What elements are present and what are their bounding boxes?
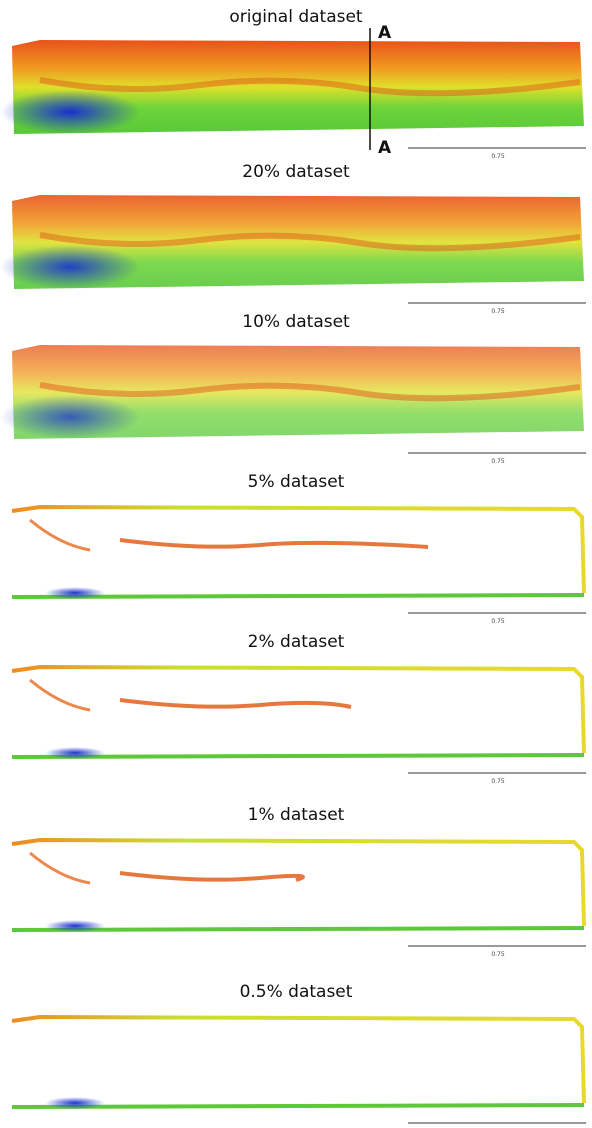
scale-label: 0.75 (491, 951, 505, 958)
panel-title: 10% dataset (242, 312, 350, 332)
point-cloud-ridge (39, 77, 581, 97)
point-cloud-low (0, 245, 140, 289)
point-cloud (12, 40, 584, 134)
panel-title: 5% dataset (248, 472, 345, 492)
section-label: A (378, 138, 392, 158)
scale-label: 0.75 (491, 458, 505, 465)
point-cloud-top (11, 664, 586, 754)
panel-title: 2% dataset (248, 632, 345, 652)
point-cloud (12, 195, 584, 289)
scale-label: 0.75 (491, 618, 505, 625)
point-cloud-low (45, 920, 105, 932)
panel-title: original dataset (229, 7, 363, 27)
point-cloud-ridge (29, 851, 91, 885)
panel-title: 20% dataset (242, 162, 350, 182)
point-cloud-ridge (39, 382, 581, 402)
point-cloud-bottom (11, 1103, 585, 1109)
point-cloud-top (11, 1014, 586, 1104)
point-cloud-low (0, 395, 140, 439)
point-cloud-ridge (29, 518, 91, 552)
point-cloud-ridge (119, 538, 429, 549)
point-cloud-ridge (39, 232, 581, 252)
point-cloud-bottom (11, 926, 585, 932)
point-cloud-bottom (11, 593, 585, 599)
point-cloud-low (45, 747, 105, 759)
point-cloud-low (0, 90, 140, 134)
point-cloud-ridge (29, 678, 91, 712)
scale-label: 0.75 (491, 308, 505, 315)
point-cloud-low (45, 1097, 105, 1109)
section-label: A (378, 23, 392, 43)
point-cloud-top (11, 504, 586, 594)
point-cloud-ridge (119, 871, 305, 882)
scale-label: 0.75 (491, 778, 505, 785)
scale-label: 0.75 (491, 153, 505, 160)
point-cloud-top (11, 837, 586, 927)
panel-title: 1% dataset (248, 805, 345, 825)
point-cloud (12, 345, 584, 439)
panel-title: 0.5% dataset (240, 982, 353, 1002)
point-cloud-low (45, 587, 105, 599)
point-cloud-ridge (119, 698, 352, 709)
point-cloud-bottom (11, 753, 585, 759)
